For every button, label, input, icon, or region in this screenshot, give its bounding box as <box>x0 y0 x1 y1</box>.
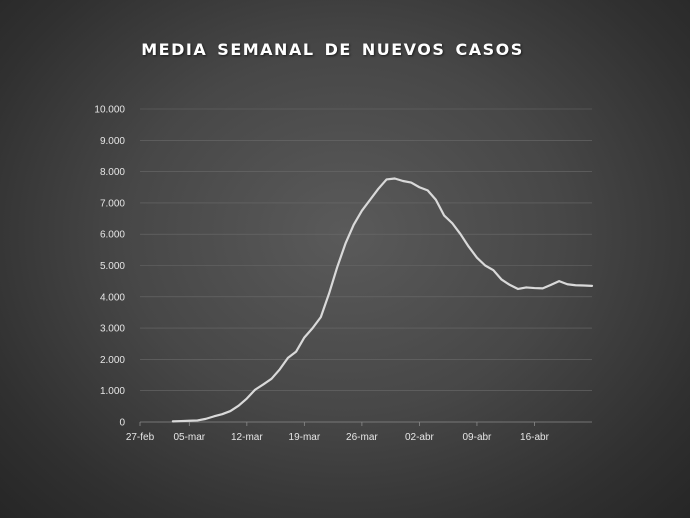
y-tick-label: 1.000 <box>100 386 125 397</box>
x-tick-label: 26-mar <box>346 432 378 443</box>
x-tick-label: 02-abr <box>405 432 435 443</box>
y-tick-label: 10.000 <box>94 105 125 116</box>
y-tick-label: 3.000 <box>100 324 125 335</box>
x-tick-label: 16-abr <box>520 432 550 443</box>
gridlines <box>140 108 592 392</box>
x-axis-ticks: 27-feb 05-mar 12-mar 19-mar 26-mar 02-abr 09-a… <box>126 422 550 443</box>
y-tick-label: 0 <box>119 418 125 429</box>
series-layer <box>171 177 594 423</box>
x-tick-label: 19-mar <box>289 432 321 443</box>
series-line <box>171 177 594 423</box>
y-tick-label: 9.000 <box>100 136 125 147</box>
x-tick-label: 05-mar <box>173 432 205 443</box>
y-tick-label: 4.000 <box>100 292 125 303</box>
y-tick-label: 8.000 <box>100 167 125 178</box>
y-tick-label: 7.000 <box>100 198 125 209</box>
y-tick-label: 2.000 <box>100 355 125 366</box>
x-tick-label: 12-mar <box>231 432 263 443</box>
x-tick-label: 09-abr <box>462 432 492 443</box>
chart-title: MEDIA SEMANAL DE NUEVOS CASOS <box>141 40 524 59</box>
y-tick-label: 6.000 <box>100 230 125 241</box>
y-tick-label: 5.000 <box>100 261 125 272</box>
y-axis-ticks: 0 1.000 2.000 3.000 4.000 5.000 6.000 7.000 8.00… <box>94 105 125 429</box>
x-tick-label: 27-feb <box>126 432 155 443</box>
